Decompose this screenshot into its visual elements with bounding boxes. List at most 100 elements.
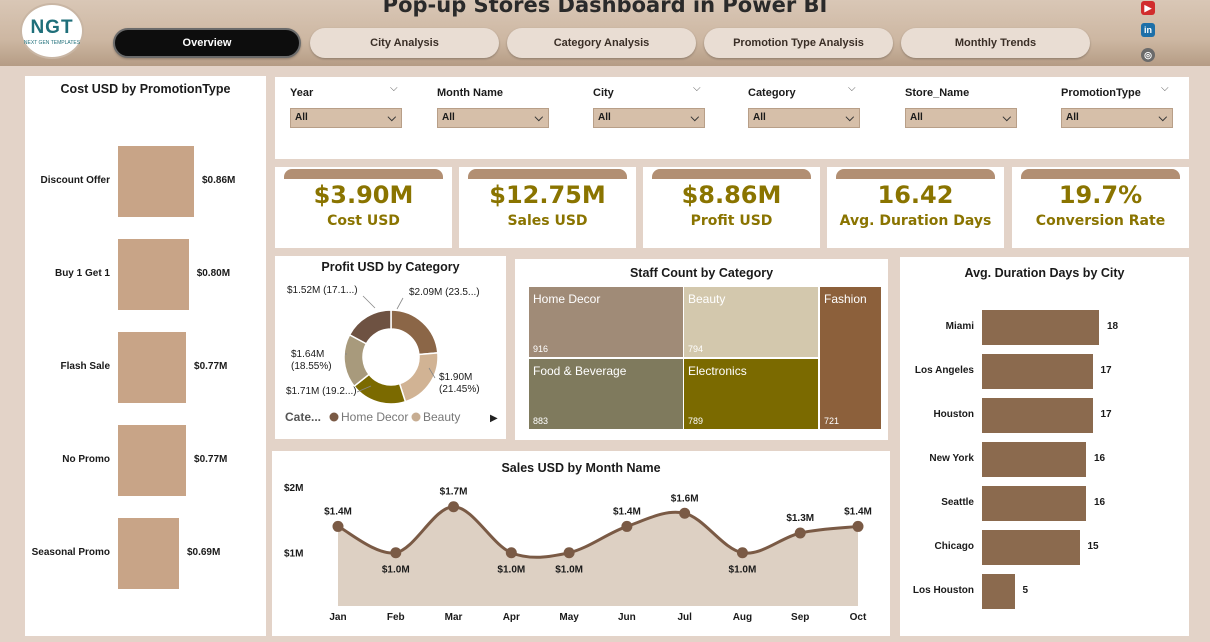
tab-city-analysis[interactable]: City Analysis [310, 28, 499, 58]
avg-duration-by-city-title: Avg. Duration Days by City [964, 266, 1125, 280]
linkedin-icon[interactable]: in [1141, 23, 1155, 37]
tab-monthly-trends[interactable]: Monthly Trends [901, 28, 1090, 58]
city-duration-bar[interactable] [982, 442, 1086, 477]
promotion-cost-label: $0.80M [196, 267, 231, 279]
filter-dropdown-5[interactable]: All ⌵ [1061, 108, 1173, 128]
city-duration-bar[interactable] [982, 310, 1099, 345]
cost-by-promotion-title: Cost USD by PromotionType [60, 82, 231, 96]
filter-dropdown-0[interactable]: All ⌵ [290, 108, 402, 128]
promotion-cost-bar[interactable] [118, 518, 179, 589]
chevron-down-icon: ⌵ [387, 112, 396, 124]
city-duration-bar[interactable] [982, 574, 1015, 609]
sales-data-point [563, 547, 575, 559]
city-duration-bar[interactable] [982, 398, 1093, 433]
sales-by-month-title: Sales USD by Month Name [501, 461, 661, 475]
donut-slice-fashion [390, 309, 439, 356]
filter-clear-chevron-icon[interactable]: ⌵ [848, 83, 856, 94]
treemap-cell-value: 883 [533, 416, 549, 426]
sales-data-label: $1.0M [382, 565, 410, 576]
kpi-card-4: 19.7% Conversion Rate [1012, 167, 1189, 248]
promotion-cost-bar[interactable] [118, 332, 187, 403]
kpi-value: 16.42 [877, 181, 954, 209]
treemap-cell[interactable]: Beauty 794 [684, 287, 818, 357]
sales-data-label: $1.4M [324, 506, 352, 517]
youtube-icon[interactable]: ▶ [1141, 1, 1155, 15]
donut-legend-title: Cate... [285, 410, 321, 424]
donut-label-line: (21.45%) [439, 384, 480, 395]
promotion-category-label: Flash Sale [60, 360, 110, 372]
filter-value: All [442, 112, 455, 123]
sales-data-point [390, 547, 402, 559]
filter-label-3: Category [748, 87, 796, 99]
filter-dropdown-2[interactable]: All ⌵ [593, 108, 705, 128]
sales-data-label: $1.6M [671, 493, 699, 504]
donut-data-label: $1.71M (19.2...) [286, 386, 357, 397]
city-duration-bar[interactable] [982, 486, 1086, 521]
legend-next-arrow-icon[interactable]: ▶ [490, 413, 498, 424]
promotion-category-label: Seasonal Promo [31, 546, 110, 558]
city-duration-bar[interactable] [982, 530, 1080, 565]
kpi-label: Conversion Rate [1035, 213, 1166, 229]
promotion-cost-label: $0.77M [194, 453, 228, 465]
promotion-cost-bar[interactable] [118, 239, 189, 310]
promotion-cost-label: $0.77M [194, 360, 228, 372]
filter-dropdown-4[interactable]: All ⌵ [905, 108, 1017, 128]
x-axis-tick-label: Mar [445, 612, 463, 623]
sales-by-month-chart: $2M $1M $1.4M Jan $1.0M Feb $1.7M Mar $1.0M Apr $1… [284, 483, 872, 623]
x-axis-tick-label: Jul [677, 612, 692, 623]
promotion-cost-bar[interactable] [118, 146, 194, 217]
filter-clear-chevron-icon[interactable]: ⌵ [693, 83, 701, 94]
web-icon[interactable]: ◎ [1141, 48, 1155, 62]
sales-data-label: $1.0M [497, 565, 525, 576]
sales-data-label: $1.4M [613, 506, 641, 517]
x-axis-tick-label: Jun [618, 612, 636, 623]
kpi-value: $8.86M [681, 181, 782, 209]
chevron-down-icon: ⌵ [1002, 112, 1011, 124]
sales-data-label: $1.7M [440, 487, 468, 498]
treemap-cell-name: Beauty [688, 292, 726, 306]
kpi-value: $12.75M [489, 181, 606, 209]
treemap-cell-value: 794 [688, 344, 704, 354]
kpi-card-cap [284, 169, 443, 179]
treemap-cell[interactable]: Electronics 789 [684, 359, 818, 429]
treemap-cell-name: Electronics [688, 364, 747, 378]
treemap-cell-value: 916 [533, 344, 549, 354]
donut-label-line: $1.90M [439, 372, 472, 383]
promotion-category-label: No Promo [62, 453, 110, 465]
tab-promotion-type-analysis[interactable]: Promotion Type Analysis [704, 28, 893, 58]
kpi-card-cap [652, 169, 811, 179]
staff-by-category-panel: Staff Count by Category Home Decor 916 Bea… [515, 259, 888, 440]
filter-clear-chevron-icon[interactable]: ⌵ [1161, 83, 1169, 94]
sales-line [337, 505, 859, 559]
filter-dropdown-1[interactable]: All ⌵ [437, 108, 549, 128]
city-duration-label: 18 [1107, 320, 1119, 332]
city-duration-label: 16 [1094, 452, 1106, 464]
profit-by-category-panel: Profit USD by Category $2.09M (23.5...) $… [275, 256, 506, 439]
kpi-value: 19.7% [1058, 181, 1143, 209]
x-axis-tick-label: Sep [791, 612, 809, 623]
sales-data-label: $1.3M [786, 513, 814, 524]
tab-overview[interactable]: Overview [113, 28, 301, 58]
treemap-cell[interactable]: Home Decor 916 [529, 287, 683, 357]
kpi-card-2: $8.86M Profit USD [643, 167, 820, 248]
chevron-down-icon: ⌵ [1158, 112, 1167, 124]
tab-category-analysis[interactable]: Category Analysis [507, 28, 696, 58]
treemap-cell[interactable]: Fashion 721 [820, 287, 881, 429]
x-axis-tick-label: Oct [850, 612, 867, 623]
filter-clear-chevron-icon[interactable]: ⌵ [390, 83, 398, 94]
filter-dropdown-3[interactable]: All ⌵ [748, 108, 860, 128]
kpi-label: Profit USD [690, 213, 773, 229]
y-axis-tick-label: $2M [284, 483, 303, 494]
donut-data-label: $1.52M (17.1...) [287, 285, 358, 296]
kpi-card-cap [836, 169, 995, 179]
filter-value: All [295, 112, 308, 123]
city-name-label: Houston [933, 408, 974, 420]
y-axis-tick-label: $1M [284, 549, 303, 560]
treemap-cell[interactable]: Food & Beverage 883 [529, 359, 683, 429]
treemap-cell-value: 789 [688, 416, 704, 426]
filter-label-1: Month Name [437, 87, 503, 99]
promotion-cost-bar[interactable] [118, 425, 187, 496]
donut-data-label: $1.64M (18.55%) [291, 349, 332, 372]
legend-item-label: Home Decor [341, 410, 408, 424]
city-duration-bar[interactable] [982, 354, 1093, 389]
